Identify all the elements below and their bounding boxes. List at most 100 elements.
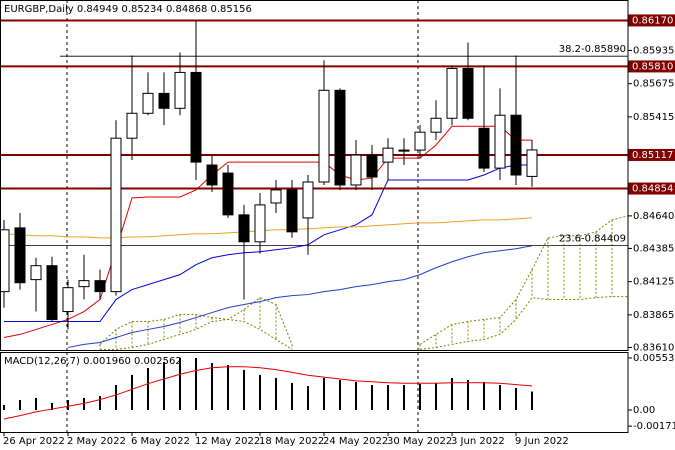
x-tick-label: 18 May 2022: [259, 436, 324, 447]
macd-bar: [419, 383, 421, 411]
level-label: 0.85117: [632, 150, 673, 161]
candle-body: [110, 137, 122, 293]
candle-body: [510, 114, 522, 176]
candle-body: [174, 71, 186, 109]
cloud-span-a: [99, 297, 293, 345]
main-frame: [0, 0, 629, 351]
candle-body: [142, 92, 154, 114]
candle-body: [494, 114, 506, 169]
candle-body: [366, 154, 378, 178]
y-tick-label: 0.85415: [633, 112, 674, 123]
candle-body: [46, 265, 58, 320]
level-label-box: [628, 60, 675, 73]
candle-body: [190, 71, 202, 163]
fib-label: 23.6-0.84409: [559, 233, 626, 244]
candle-body: [318, 89, 330, 183]
candle-body: [430, 117, 442, 133]
level-label-box: [628, 182, 675, 195]
macd-bar: [483, 381, 485, 411]
macd-bar: [83, 397, 85, 411]
macd-bar: [451, 377, 453, 411]
macd-bar: [499, 384, 501, 411]
candle-body: [158, 92, 170, 109]
candle-body: [398, 149, 410, 152]
indicator-line: [67, 245, 533, 348]
macd-bar: [227, 364, 229, 411]
macd-bar: [195, 358, 197, 411]
candle-body: [286, 189, 298, 233]
macd-bar: [531, 391, 533, 411]
cloud-span-a: [419, 215, 628, 345]
y-tick-label: 0.00: [633, 405, 655, 416]
y-tick-label: 0.83865: [633, 310, 674, 321]
candle-body: [414, 131, 426, 151]
candle-body: [350, 154, 362, 186]
macd-title: MACD(12,26,7) 0.001960 0.002562: [4, 356, 182, 367]
level-label: 0.84854: [632, 184, 673, 195]
macd-frame: [0, 352, 629, 433]
level-label: 0.86170: [632, 15, 673, 26]
macd-bar: [403, 384, 405, 411]
macd-bar: [467, 380, 469, 411]
candle-body: [62, 287, 74, 313]
y-tick-label: 0.83610: [633, 342, 674, 353]
fib-label: 38.2-0.85890: [559, 44, 626, 55]
x-tick-label: 3 Jun 2022: [451, 436, 505, 447]
macd-bar: [179, 358, 181, 411]
candle-body: [334, 89, 346, 186]
candle-body: [94, 280, 106, 293]
macd-bar: [371, 384, 373, 411]
chart-title: EURGBP,Daily 0.84949 0.85234 0.84868 0.8…: [4, 4, 252, 15]
macd-bar: [307, 386, 309, 411]
signal-line: [3, 366, 533, 420]
candle-body: [526, 149, 538, 177]
macd-bar: [163, 361, 165, 411]
macd-bar: [339, 380, 341, 411]
cloud-span-b: [100, 318, 293, 350]
macd-bar: [275, 377, 277, 411]
y-tick-label: -0.001713: [633, 421, 675, 432]
candle-body: [462, 67, 474, 119]
level-label-box: [628, 148, 675, 161]
macd-bar: [291, 383, 293, 411]
macd-bar: [51, 402, 53, 411]
level-label-box: [628, 14, 675, 27]
candle-body: [30, 265, 42, 281]
macd-panel: [3, 352, 533, 432]
x-tick-label: 2 May 2022: [67, 436, 126, 447]
x-tick-label: 9 Jun 2022: [515, 436, 569, 447]
y-tick-label: 0.84385: [633, 243, 674, 254]
y-tick-label: 0.85675: [633, 79, 674, 90]
macd-bar: [115, 384, 117, 411]
macd-bar: [259, 374, 261, 411]
x-tick-label: 6 May 2022: [131, 436, 190, 447]
level-label: 0.85810: [632, 61, 673, 72]
y-tick-label: 0.85935: [633, 45, 674, 56]
candle-body: [254, 204, 266, 243]
candle-body: [302, 181, 314, 219]
candle-body: [238, 214, 250, 243]
y-tick-label: 0.005535: [633, 353, 675, 364]
overlay: 0.85935 0.85675 0.85415 0.84640 0.84385 0.841…: [3, 14, 675, 447]
macd-bar: [211, 362, 213, 411]
y-tick-label: 0.84125: [633, 277, 674, 288]
main-panel: [0, 0, 628, 350]
macd-bar: [99, 395, 101, 411]
y-tick-label: 0.84640: [633, 211, 674, 222]
candle-body: [206, 164, 218, 186]
candle-body: [270, 189, 282, 204]
x-tick-label: 30 May 2022: [387, 436, 452, 447]
macd-bar: [19, 400, 21, 411]
macd-bar: [35, 397, 37, 411]
macd-bar: [355, 381, 357, 411]
indicator-line: [4, 164, 532, 323]
x-tick-label: 26 Apr 2022: [3, 436, 65, 447]
cloud-span-b: [419, 296, 628, 350]
macd-bar: [147, 367, 149, 411]
candle-body: [382, 147, 394, 163]
macd-bar: [243, 369, 245, 411]
macd-bar: [3, 405, 5, 411]
